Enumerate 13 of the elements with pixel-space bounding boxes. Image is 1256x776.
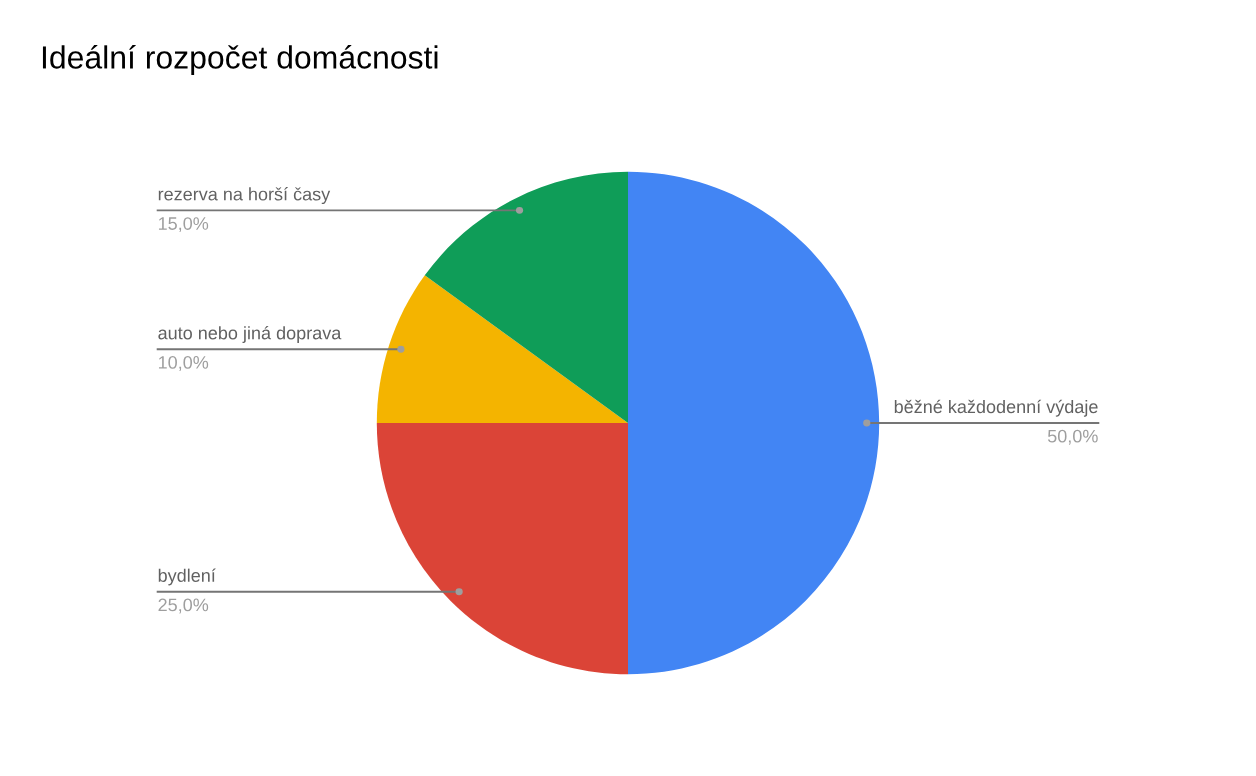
- slice-label: auto nebo jiná doprava: [158, 325, 342, 343]
- slice-label: rezerva na horší časy: [158, 187, 331, 205]
- data-label: 15,0%: [158, 217, 209, 233]
- slice-label: bydlení: [158, 568, 216, 586]
- chart-title: Ideální rozpočet domácnosti: [42, 44, 438, 76]
- data-label: 50,0%: [1047, 429, 1098, 445]
- pie-slice: [424, 171, 628, 423]
- pie-slice: [628, 171, 880, 675]
- data-label: 25,0%: [158, 598, 209, 614]
- data-label: 10,0%: [158, 356, 209, 371]
- pie-slice: [376, 423, 628, 675]
- slice-label: běžné každodenní výdaje: [894, 399, 1098, 417]
- pie-slice: [376, 275, 628, 423]
